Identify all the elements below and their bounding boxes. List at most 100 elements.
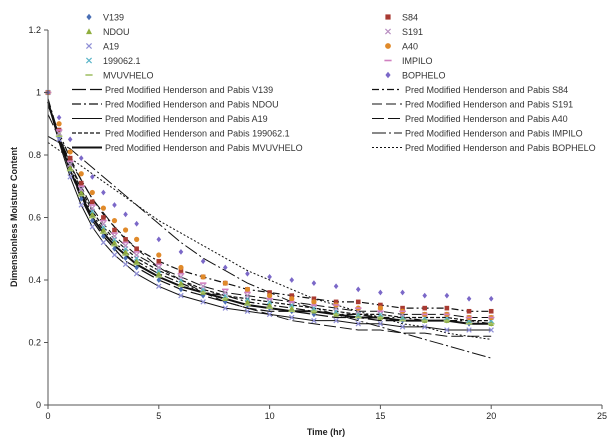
data-point [333, 317, 339, 324]
legend-item-mvuvhelo: MVUVHELO [85, 71, 154, 81]
data-point [200, 283, 206, 289]
y-tick-label: 0.2 [28, 338, 41, 348]
x-tick-label: 5 [156, 411, 161, 421]
data-point [100, 227, 107, 233]
data-point [244, 298, 251, 305]
x-tick-label: 0 [45, 411, 50, 421]
data-point [311, 317, 317, 324]
data-point [78, 155, 84, 162]
x-tick-label: 15 [375, 411, 385, 421]
data-point [134, 264, 139, 271]
data-point [134, 236, 140, 242]
y-tick-label: 0.8 [28, 150, 41, 160]
data-point [399, 324, 406, 330]
legend-item-s191: S191 [384, 27, 423, 37]
data-point [488, 327, 494, 333]
legend-marker [385, 43, 391, 49]
legend-item-pred-modified-henderson-and-pabis-s191: Pred Modified Henderson and Pabis S191 [372, 100, 573, 110]
data-point [134, 220, 139, 227]
y-tick-label: 1 [36, 88, 41, 98]
data-point [111, 218, 118, 224]
data-point [400, 289, 405, 296]
data-point [444, 305, 450, 311]
data-point [100, 205, 106, 211]
data-point [111, 252, 118, 258]
data-point [56, 130, 62, 136]
data-point [289, 293, 295, 298]
data-point [289, 296, 295, 302]
data-point [78, 180, 84, 186]
data-point [112, 245, 117, 252]
data-point [444, 292, 450, 299]
data-point [156, 252, 162, 258]
legend-marker [86, 28, 92, 35]
data-point [90, 199, 95, 205]
data-point [266, 311, 273, 318]
data-point [122, 261, 129, 268]
legend-item-pred-modified-henderson-and-pabis-impilo: Pred Modified Henderson and Pabis IMPILO [372, 129, 583, 139]
y-tick-label: 0 [36, 400, 41, 410]
legend-item-pred-modified-henderson-and-pabis-a19: Pred Modified Henderson and Pabis A19 [72, 114, 268, 124]
data-point [200, 274, 206, 280]
data-point [266, 302, 273, 308]
legend-label: Pred Modified Henderson and Pabis BOPHEL… [405, 143, 596, 153]
data-point [289, 277, 295, 283]
data-point [444, 327, 450, 333]
data-point [355, 321, 361, 327]
series-a40 [45, 89, 494, 321]
data-point [156, 283, 162, 289]
data-point [90, 173, 95, 180]
data-point [178, 264, 184, 271]
y-tick-label: 1.2 [28, 25, 41, 35]
legend-item-pred-modified-henderson-and-pabis-ndou: Pred Modified Henderson and Pabis NDOU [72, 100, 279, 110]
data-point [133, 258, 140, 264]
legend-label: Pred Modified Henderson and Pabis IMPILO [405, 129, 583, 139]
data-point [101, 215, 106, 220]
series-199062-1 [45, 89, 494, 324]
data-point [244, 308, 251, 314]
y-tick-label: 0.6 [28, 213, 41, 223]
data-point [89, 189, 95, 196]
data-point [178, 292, 184, 299]
data-point [67, 174, 73, 180]
x-tick-label: 10 [265, 411, 275, 421]
data-point [78, 195, 84, 202]
data-point [222, 305, 229, 311]
legend-item-pred-modified-henderson-and-pabis-199062-1: Pred Modified Henderson and Pabis 199062… [72, 129, 290, 139]
legend-marker [85, 42, 93, 50]
data-point [122, 227, 129, 233]
data-point [89, 205, 96, 211]
data-point [466, 295, 472, 302]
data-point [466, 308, 472, 314]
legend-label: Pred Modified Henderson and Pabis NDOU [105, 100, 279, 110]
axes: 0 5 10 15 20 25 0 0.2 0.4 0.6 0.8 1 1.2 [28, 25, 607, 421]
data-point [311, 296, 317, 302]
data-point [112, 227, 117, 233]
data-point [244, 286, 251, 292]
legend-label: Pred Modified Henderson and Pabis S84 [405, 85, 568, 95]
legend-label: IMPILO [402, 56, 433, 66]
data-point [311, 280, 317, 287]
data-point [56, 114, 62, 121]
data-point [78, 186, 84, 193]
data-point [422, 292, 428, 299]
data-point [178, 248, 184, 255]
data-point [267, 290, 272, 295]
data-point [123, 237, 128, 242]
data-point [156, 236, 162, 243]
data-point [377, 305, 383, 311]
data-point [156, 264, 162, 271]
data-point [200, 299, 206, 305]
legend-label: S191 [402, 27, 423, 37]
data-point [422, 305, 428, 311]
legend-label: BOPHELO [402, 71, 446, 81]
legend-label: A40 [402, 42, 418, 52]
data-point [311, 311, 317, 318]
legend: V139 NDOU A19 199062.1 MVUVHELO S84 S191 A40 IMP… [72, 13, 596, 153]
x-tick-label: 25 [597, 411, 607, 421]
data-point [122, 248, 129, 255]
y-axis-title: Dimensionless Moisture Content [9, 147, 19, 287]
data-point [378, 289, 383, 296]
data-point [89, 211, 96, 217]
data-point [267, 293, 273, 299]
